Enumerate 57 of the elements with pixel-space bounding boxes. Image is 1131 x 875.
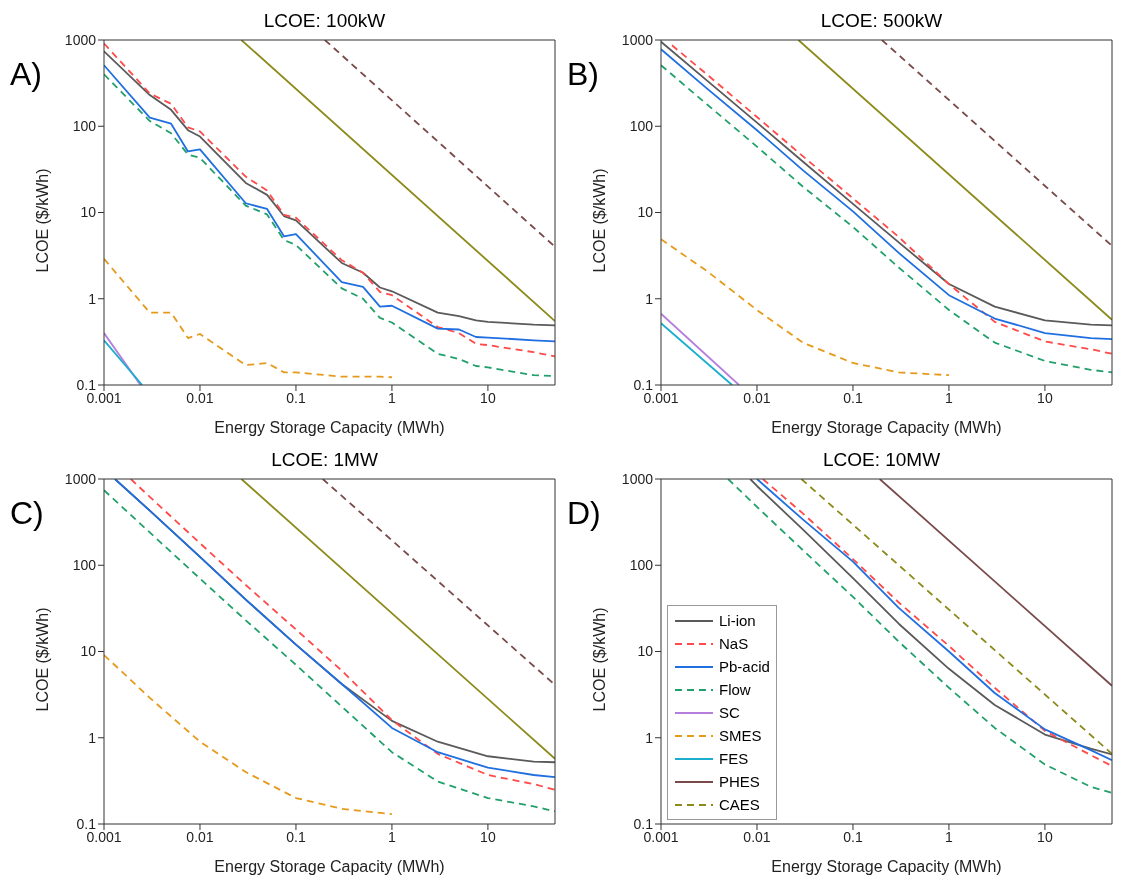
y-tick-label: 1 <box>88 729 97 746</box>
legend-label: FES <box>719 750 749 767</box>
x-tick-label: 1 <box>388 389 397 406</box>
x-tick-label: 0.01 <box>186 389 214 406</box>
y-axis-title: LCOE ($/kWh) <box>33 607 51 712</box>
y-tick-label: 100 <box>72 557 97 574</box>
chart-title: LCOE: 1MW <box>271 449 378 470</box>
y-tick-label: 1000 <box>64 31 97 48</box>
y-axis-title: LCOE ($/kWh) <box>590 168 608 273</box>
chart-title: LCOE: 500kW <box>820 10 943 31</box>
x-tick-label: 0.1 <box>286 828 306 845</box>
x-tick-label: 10 <box>480 389 496 406</box>
legend-label: NaS <box>719 635 749 652</box>
text: B) <box>567 56 599 93</box>
x-axis-title: Energy Storage Capacity (MWh) <box>771 858 1002 875</box>
x-tick-label: 10 <box>1037 828 1053 845</box>
legend-label: SC <box>719 704 740 721</box>
text: D) <box>567 495 601 532</box>
x-tick-label: 1 <box>388 828 397 845</box>
y-tick-label: 10 <box>80 643 97 660</box>
y-tick-label: 10 <box>80 204 97 221</box>
y-tick-label: 100 <box>629 118 654 135</box>
chart-title: LCOE: 10MW <box>822 449 941 470</box>
legend-label: Flow <box>719 681 751 698</box>
y-tick-label: 1000 <box>621 31 654 48</box>
x-tick-label: 0.1 <box>843 828 863 845</box>
x-tick-label: 1 <box>945 828 954 845</box>
x-tick-label: 10 <box>1037 389 1053 406</box>
y-axis-title: LCOE ($/kWh) <box>33 168 51 273</box>
text: C) <box>10 495 44 532</box>
y-tick-label: 10 <box>637 204 654 221</box>
y-tick-label: 1 <box>645 290 654 307</box>
x-tick-label: 10 <box>480 828 496 845</box>
chart-title: LCOE: 100kW <box>263 10 386 31</box>
x-tick-label: 0.1 <box>286 389 306 406</box>
y-tick-label: 100 <box>72 118 97 135</box>
legend-label: SMES <box>719 727 762 744</box>
legend-label: Pb-acid <box>719 658 770 675</box>
text: A) <box>10 56 42 93</box>
y-tick-label: 10 <box>637 643 654 660</box>
x-tick-label: 1 <box>945 389 954 406</box>
x-axis-title: Energy Storage Capacity (MWh) <box>214 419 445 436</box>
x-tick-label: 0.01 <box>186 828 214 845</box>
x-axis-title: Energy Storage Capacity (MWh) <box>214 858 445 875</box>
y-tick-label: 1000 <box>621 470 654 487</box>
y-tick-label: 1 <box>645 729 654 746</box>
legend-label: Li-ion <box>719 612 756 629</box>
legend-label: PHES <box>719 773 760 790</box>
x-tick-label: 0.01 <box>743 828 771 845</box>
y-tick-label: 1 <box>88 290 97 307</box>
y-tick-label: 100 <box>629 557 654 574</box>
y-axis-title: LCOE ($/kWh) <box>590 607 608 712</box>
x-axis-title: Energy Storage Capacity (MWh) <box>771 419 1002 436</box>
legend-label: CAES <box>719 796 760 813</box>
x-tick-label: 0.1 <box>843 389 863 406</box>
x-tick-label: 0.01 <box>743 389 771 406</box>
y-tick-label: 1000 <box>64 470 97 487</box>
